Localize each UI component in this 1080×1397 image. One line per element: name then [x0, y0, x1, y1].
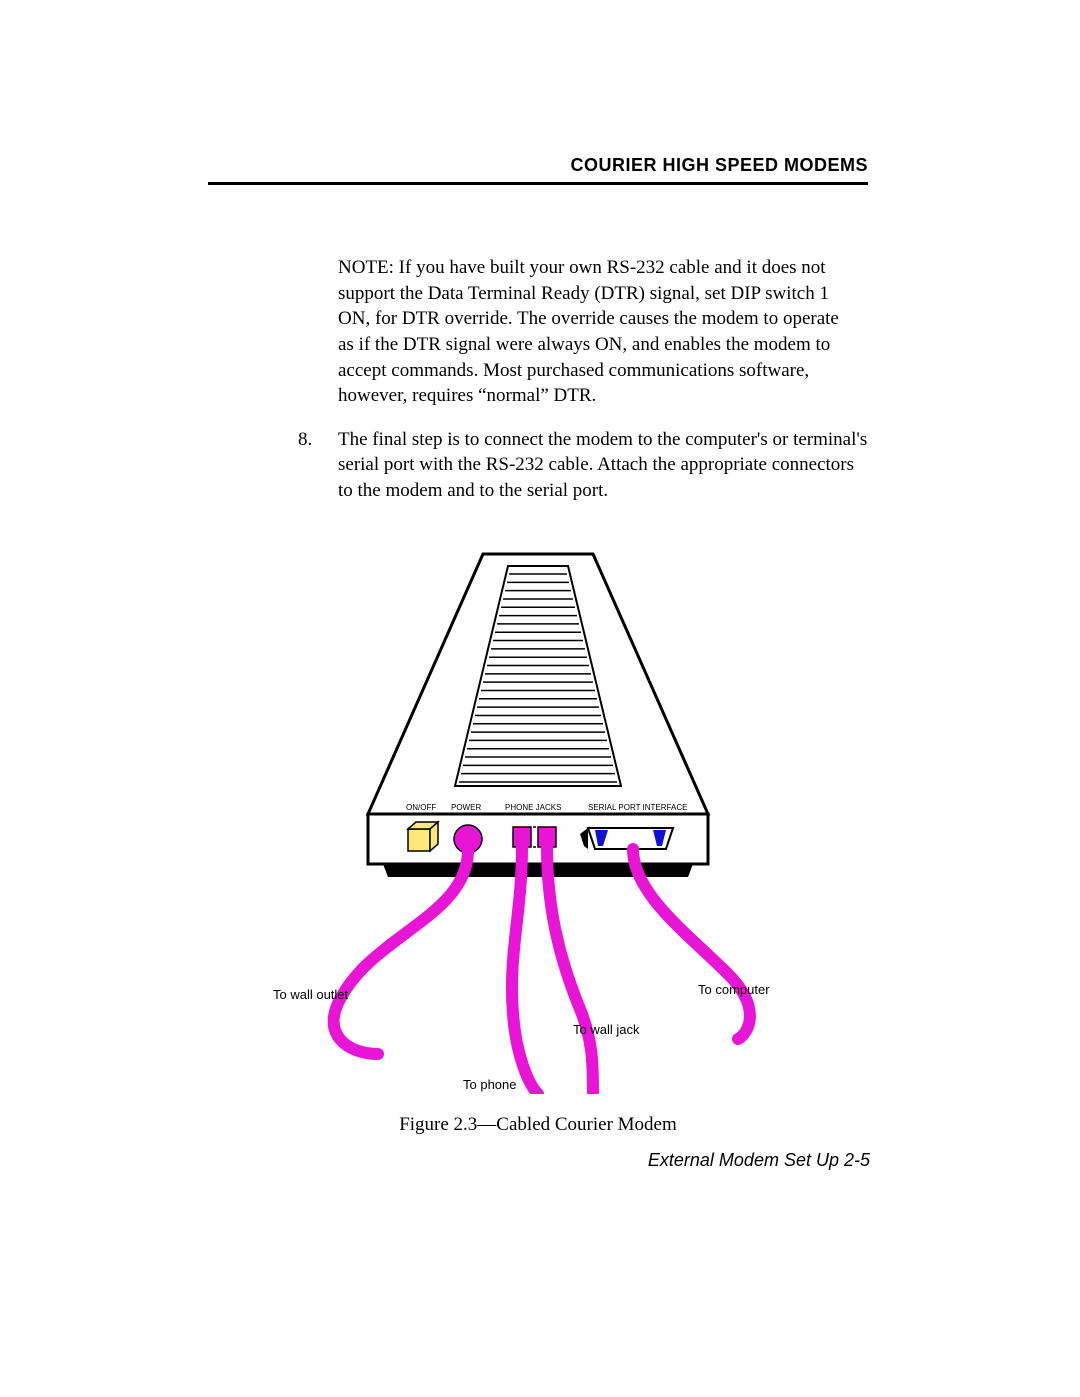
cables: [334, 847, 750, 1094]
label-wall-jack: To wall jack: [573, 1022, 640, 1037]
page: COURIER HIGH SPEED MODEMS NOTE: If you h…: [0, 0, 1080, 1397]
label-serial: SERIAL PORT INTERFACE: [588, 803, 687, 812]
step-8: 8. The final step is to connect the mode…: [298, 427, 868, 504]
footer-text: External Modem Set Up 2-5: [648, 1150, 870, 1171]
label-computer: To computer: [698, 982, 770, 997]
cable-wall-outlet: [334, 850, 468, 1054]
label-phone-cable: To phone: [463, 1077, 517, 1092]
figure-caption: Figure 2.3—Cabled Courier Modem: [208, 1114, 868, 1136]
content-area: COURIER HIGH SPEED MODEMS NOTE: If you h…: [208, 155, 868, 1136]
label-phone: PHONE JACKS: [505, 803, 561, 812]
modem-diagram: ON/OFF POWER PHONE JACKS SERIAL PORT INT…: [258, 534, 818, 1094]
note-paragraph: NOTE: If you have built your own RS-232 …: [338, 255, 858, 409]
figure: ON/OFF POWER PHONE JACKS SERIAL PORT INT…: [208, 534, 868, 1136]
onoff-switch: [408, 822, 438, 851]
label-power: POWER: [451, 803, 481, 812]
cable-computer: [633, 849, 750, 1039]
label-onoff: ON/OFF: [406, 803, 436, 812]
serial-port: [580, 828, 673, 849]
label-wall-outlet: To wall outlet: [273, 987, 349, 1002]
step-text: The final step is to connect the modem t…: [338, 427, 868, 504]
header-title: COURIER HIGH SPEED MODEMS: [208, 155, 868, 176]
header-rule: COURIER HIGH SPEED MODEMS: [208, 155, 868, 185]
cable-wall-jack: [547, 847, 593, 1094]
step-number: 8.: [298, 427, 338, 504]
cable-phone: [512, 847, 538, 1094]
